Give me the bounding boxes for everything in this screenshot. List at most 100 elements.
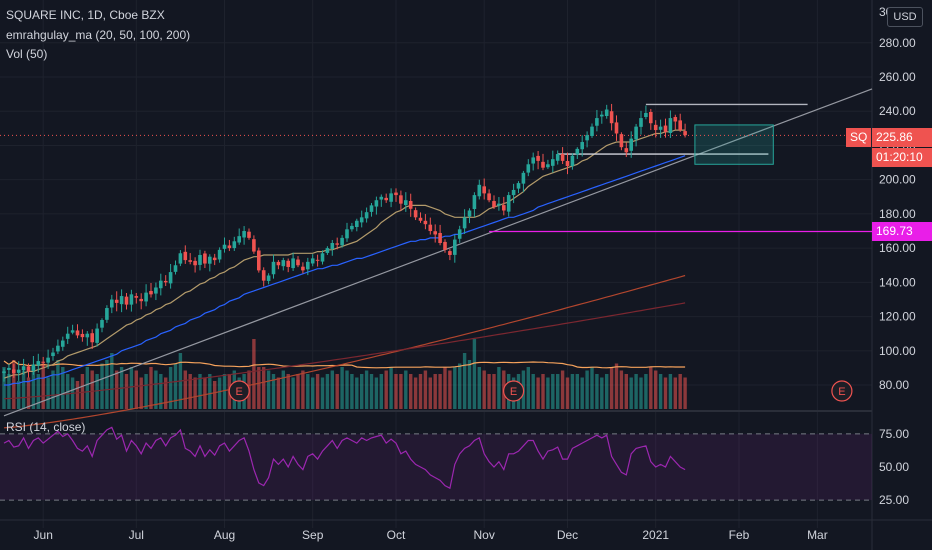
candle-body bbox=[511, 189, 516, 196]
volume-bar bbox=[257, 367, 261, 409]
candle-body bbox=[541, 161, 545, 168]
ma100-line bbox=[3, 302, 686, 400]
candle-body bbox=[560, 154, 565, 161]
price-axis-label: 260.00 bbox=[879, 70, 916, 84]
volume-bar bbox=[51, 370, 55, 409]
volume-bar bbox=[453, 367, 457, 409]
candle-body bbox=[609, 111, 614, 124]
time-axis-label: Jul bbox=[129, 528, 144, 542]
rsi-band-fill bbox=[0, 433, 872, 501]
candle-body bbox=[315, 259, 320, 261]
candle-body bbox=[16, 369, 21, 373]
ma-indicator-legend[interactable]: emrahgulay_ma (20, 50, 100, 200) bbox=[6, 28, 191, 42]
volume-bar bbox=[467, 360, 472, 409]
candle-body bbox=[355, 220, 359, 228]
candle-body bbox=[399, 195, 403, 204]
time-axis-label: Feb bbox=[729, 528, 750, 542]
candle-body bbox=[119, 296, 124, 305]
volume-bar bbox=[276, 377, 281, 409]
volume-bar bbox=[286, 374, 290, 409]
rsi-legend[interactable]: RSI (14, close) bbox=[6, 420, 86, 434]
candle-body bbox=[614, 122, 619, 134]
candle-body bbox=[257, 250, 261, 271]
candle-body bbox=[114, 299, 119, 303]
volume-bar bbox=[472, 339, 477, 409]
volume-bar bbox=[560, 370, 565, 409]
candle-body bbox=[227, 245, 232, 249]
candle-body bbox=[7, 367, 11, 370]
candle-body bbox=[70, 330, 75, 333]
candle-body bbox=[330, 243, 335, 250]
volume-bar bbox=[413, 377, 418, 409]
earnings-marker bbox=[228, 380, 250, 402]
candle-body bbox=[604, 109, 609, 117]
candle-body bbox=[408, 200, 413, 209]
volume-bar bbox=[345, 370, 349, 409]
volume-bar bbox=[585, 370, 589, 409]
volume-bar bbox=[188, 374, 192, 409]
volume-bar bbox=[355, 377, 359, 409]
volume-bar bbox=[262, 367, 266, 409]
candle-body bbox=[384, 197, 388, 201]
volume-bar bbox=[12, 360, 16, 409]
candle-body bbox=[325, 248, 330, 253]
time-axis[interactable]: Jun Jul Aug Sep Oct Nov Dec 2021 Feb Mar bbox=[34, 528, 828, 542]
candle-body bbox=[516, 183, 521, 189]
volume-bar bbox=[487, 374, 491, 409]
earnings-marker-label: E bbox=[838, 386, 845, 398]
candle-body bbox=[482, 186, 486, 194]
volume-bar bbox=[168, 367, 173, 409]
candle-body bbox=[580, 142, 584, 150]
volume-bar bbox=[129, 367, 134, 409]
time-axis-label: Mar bbox=[807, 528, 828, 542]
candle-body bbox=[144, 292, 148, 302]
ma50-line bbox=[4, 155, 686, 386]
candle-body bbox=[428, 224, 433, 232]
price-axis[interactable]: 280.00260.00240.00220.00200.00180.00160.… bbox=[879, 5, 916, 507]
volume-bar bbox=[46, 377, 50, 409]
candle-body bbox=[26, 366, 31, 372]
volume-bar bbox=[144, 374, 148, 409]
candle-body bbox=[555, 154, 560, 161]
candle-body bbox=[585, 135, 589, 141]
volume-bar bbox=[350, 374, 354, 409]
candle-body bbox=[46, 357, 50, 363]
volume-bar bbox=[668, 374, 673, 409]
ma200-line bbox=[3, 274, 686, 429]
horizontal-level-tag: 169.73 bbox=[872, 222, 932, 241]
candle-body bbox=[502, 205, 506, 211]
candle-body bbox=[369, 205, 374, 212]
volume-bar bbox=[149, 367, 153, 409]
candle-body bbox=[639, 118, 643, 127]
volume-bar bbox=[379, 374, 383, 409]
volume-bar bbox=[536, 377, 540, 409]
volume-bar bbox=[61, 367, 65, 409]
candle-body bbox=[462, 217, 467, 229]
candle-body bbox=[673, 117, 678, 122]
candle-body bbox=[281, 260, 286, 267]
candle-body bbox=[159, 280, 163, 289]
candle-body bbox=[595, 118, 599, 126]
volume-bar bbox=[193, 377, 197, 409]
volume-bar bbox=[80, 374, 85, 409]
ascending-trendline bbox=[3, 88, 873, 417]
chart-title[interactable]: SQUARE INC, 1D, Cboe BZX bbox=[6, 8, 165, 22]
volume-bar bbox=[423, 370, 428, 409]
volume-bar bbox=[217, 377, 222, 409]
moving-averages bbox=[3, 129, 686, 429]
volume-bar bbox=[320, 377, 325, 409]
candle-body bbox=[310, 258, 315, 264]
price-axis-label: 240.00 bbox=[879, 104, 916, 118]
volume-bar bbox=[134, 370, 138, 409]
volume-legend[interactable]: Vol (50) bbox=[6, 47, 48, 61]
currency-button[interactable]: USD bbox=[887, 7, 923, 27]
candle-body bbox=[418, 217, 423, 221]
candle-body bbox=[467, 210, 472, 217]
candle-body bbox=[575, 148, 580, 155]
candle-body bbox=[36, 361, 41, 366]
volume-bar bbox=[139, 377, 143, 409]
candle-body bbox=[629, 138, 633, 151]
